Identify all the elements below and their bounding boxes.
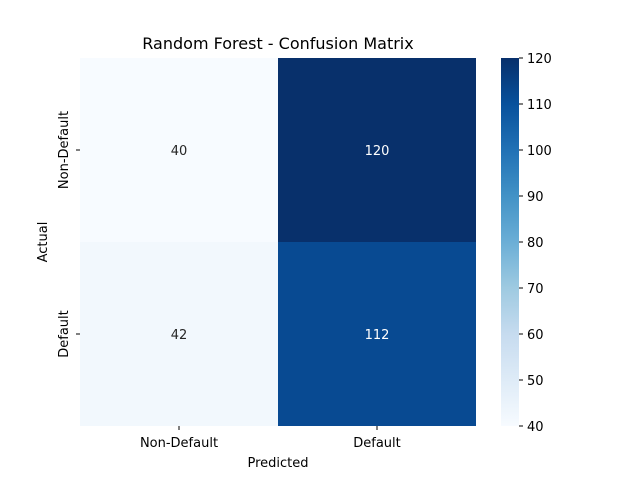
colorbar-tick-label: 40 (527, 420, 544, 435)
heatmap-cells (80, 58, 476, 426)
x-axis-label: Predicted (247, 456, 308, 471)
colorbar-tick-label: 80 (527, 236, 544, 251)
y-tick-label: Non-Default (57, 111, 72, 189)
colorbar-tick-label: 100 (527, 144, 552, 159)
cell-value-label: 112 (365, 328, 390, 343)
colorbar-tick-label: 110 (527, 98, 552, 113)
chart-title: Random Forest - Confusion Matrix (142, 34, 413, 53)
x-tick-label: Default (353, 436, 401, 451)
cell-value-label: 120 (365, 144, 390, 159)
colorbar-tick-label: 70 (527, 282, 544, 297)
cell-value-label: 40 (171, 144, 188, 159)
colorbar-tick-label: 60 (527, 328, 544, 343)
heatmap-cell-labels: 40 120 42 112 (171, 144, 390, 343)
colorbar-tick-label: 50 (527, 374, 544, 389)
heatmap-cell (278, 58, 476, 242)
y-axis-label: Actual (36, 222, 51, 263)
colorbar: 40 50 60 70 80 90 100 110 120 (501, 52, 552, 435)
colorbar-tick-label: 120 (527, 52, 552, 67)
y-tick-label: Default (57, 310, 72, 358)
heatmap-cell (80, 242, 278, 426)
heatmap-cell (278, 242, 476, 426)
x-axis: Non-Default Default (140, 426, 401, 451)
colorbar-tick-label: 90 (527, 190, 544, 205)
colorbar-gradient (501, 58, 519, 426)
heatmap-cell (80, 58, 278, 242)
cell-value-label: 42 (171, 328, 188, 343)
y-axis: Non-Default Default (57, 111, 80, 358)
x-tick-label: Non-Default (140, 436, 218, 451)
